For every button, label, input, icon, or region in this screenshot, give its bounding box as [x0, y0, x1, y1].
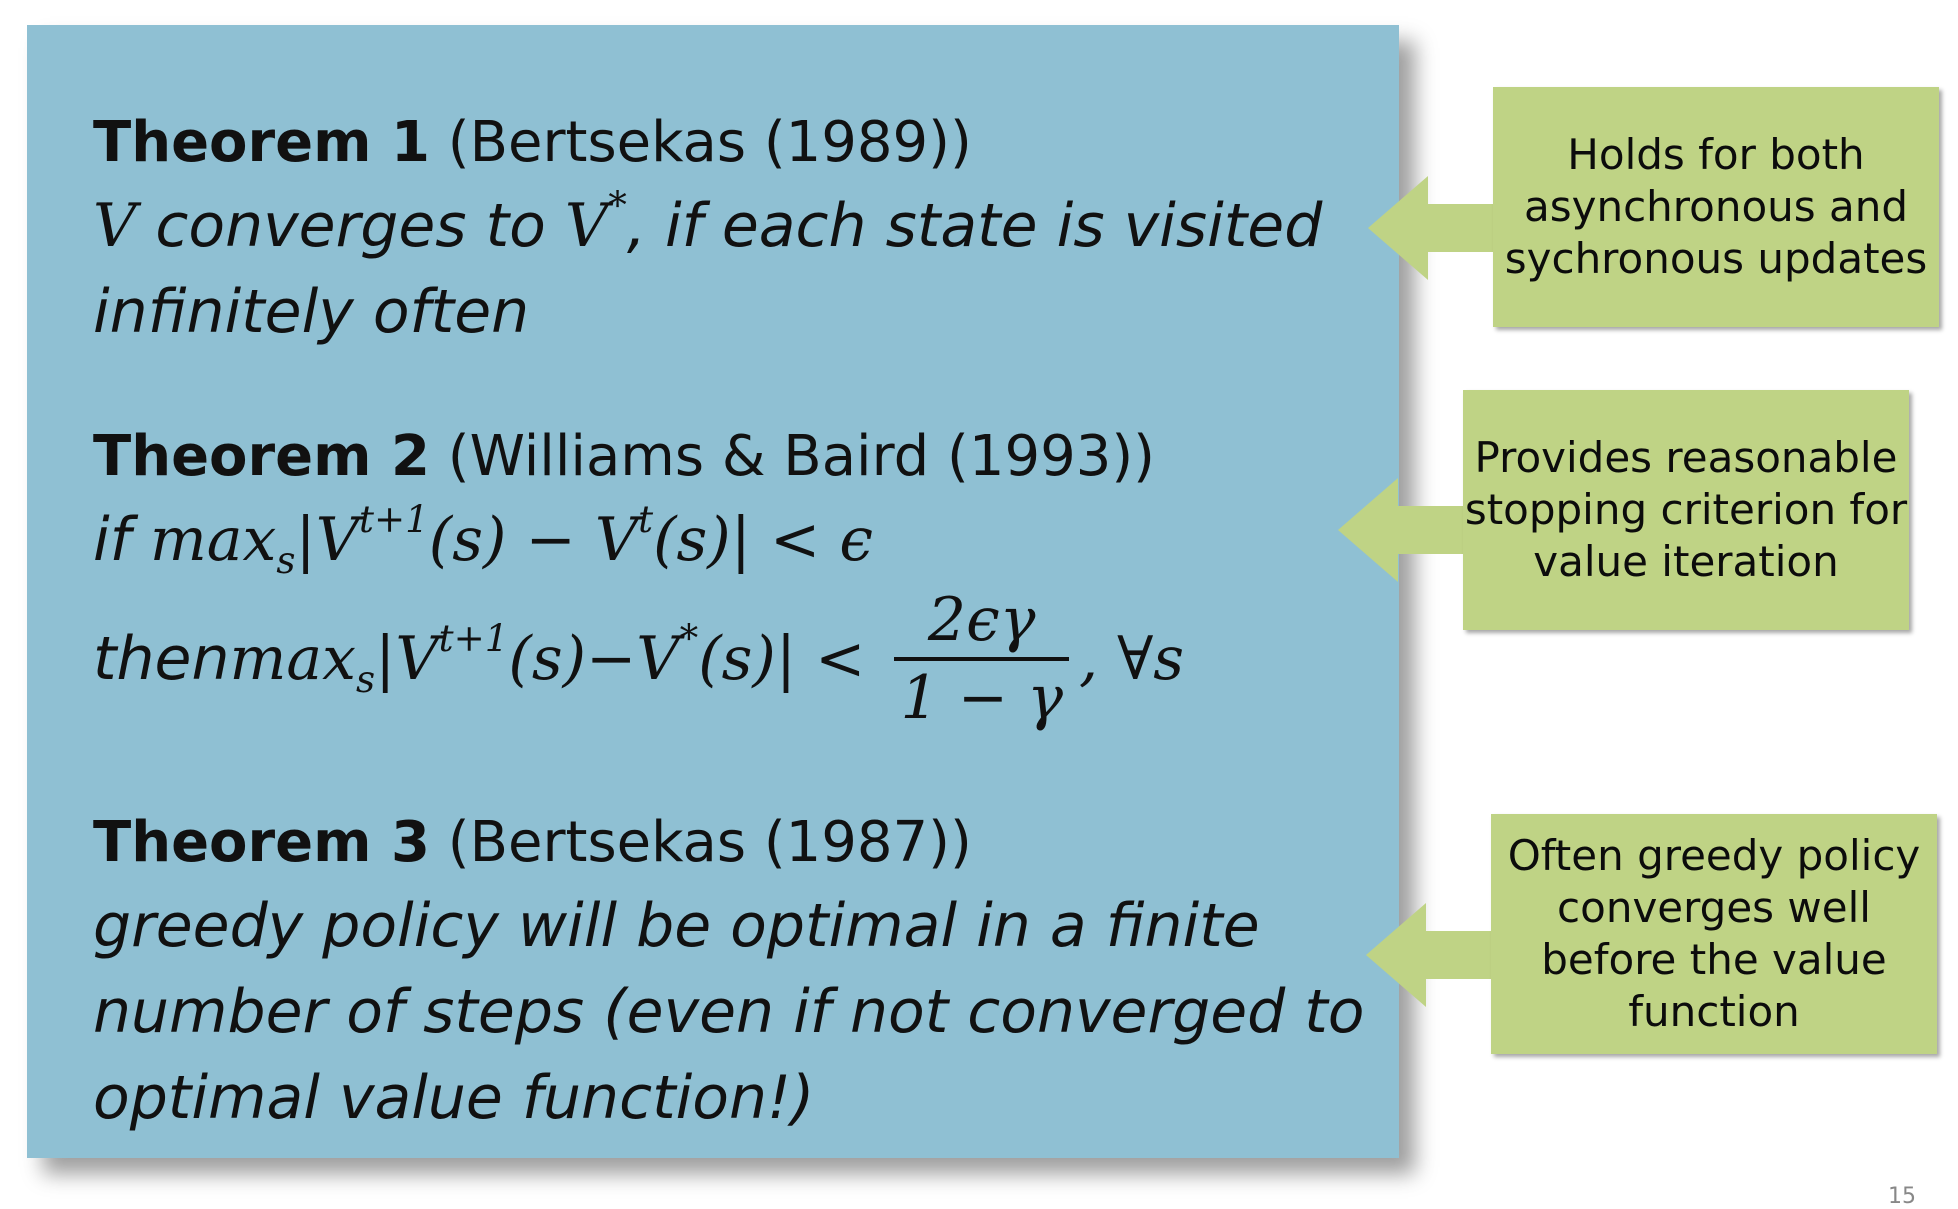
- callout-2-arrow-shaft: [1396, 506, 1466, 554]
- symbol-v-base: V: [564, 191, 609, 261]
- if-word: if: [93, 505, 150, 575]
- page-number: 15: [1888, 1184, 1916, 1209]
- fraction-numerator: 2ϵγ: [927, 585, 1036, 655]
- if-expr-3: (s)| < ϵ: [653, 505, 873, 575]
- fraction: 2ϵγ 1 − γ: [894, 583, 1069, 735]
- then-expr-1: |V: [375, 624, 439, 694]
- theorem-1-heading: Theorem 1 (Bertsekas (1989)): [93, 103, 1383, 183]
- theorem-3: Theorem 3 (Bertsekas (1987)) greedy poli…: [93, 803, 1383, 1141]
- theorem-1-statement: V converges to V*, if each state is visi…: [93, 183, 1383, 355]
- if-max-subscript: s: [276, 538, 296, 583]
- fraction-denominator: 1 − γ: [894, 657, 1069, 735]
- then-expr-3: (s)| <: [698, 624, 885, 694]
- then-sup-2: *: [679, 616, 699, 661]
- theorem-2: Theorem 2 (Williams & Baird (1993)) if m…: [93, 417, 1383, 735]
- theorem-1-label: Theorem 1: [93, 110, 430, 175]
- theorem-2-heading: Theorem 2 (Williams & Baird (1993)): [93, 417, 1383, 497]
- left-arrow-icon: [1366, 903, 1426, 1007]
- statement-text-1: converges to: [136, 191, 565, 261]
- callout-3-arrow-shaft: [1424, 931, 1494, 979]
- then-sup-1: t+1: [438, 616, 509, 661]
- theorem-3-heading: Theorem 3 (Bertsekas (1987)): [93, 803, 1383, 883]
- theorem-2-then-line: then max s |V t+1 (s)−V * (s)| < 2ϵγ 1 − γ, ∀s: [93, 583, 1383, 735]
- if-sup-1: t+1: [359, 497, 429, 542]
- then-word: then: [93, 624, 230, 694]
- if-expr-2: (s) − V: [428, 505, 639, 575]
- callout-1-box: Holds for both asynchronous and sychrono…: [1493, 87, 1939, 327]
- if-sup-2: t: [638, 497, 654, 542]
- theorem-1: Theorem 1 (Bertsekas (1989)) V converges…: [93, 103, 1383, 355]
- theorem-3-statement: greedy policy will be optimal in a finit…: [93, 891, 1365, 1133]
- then-tail: , ∀s: [1078, 624, 1185, 694]
- then-max: max: [229, 624, 357, 694]
- theorem-1-citation: (Bertsekas (1989)): [447, 110, 972, 175]
- symbol-v: V: [93, 191, 137, 261]
- theorem-2-if-line: if maxs|Vt+1(s) − Vt(s)| < ϵ: [93, 497, 1383, 583]
- star-superscript: *: [608, 183, 627, 228]
- theorem-panel: Theorem 1 (Bertsekas (1989)) V converges…: [27, 25, 1399, 1158]
- statement-text-2: , if each state is visited infinitely of…: [93, 191, 1323, 347]
- callout-2-text: Provides reasonable stopping criterion f…: [1464, 433, 1908, 586]
- theorem-2-label: Theorem 2: [93, 424, 430, 489]
- callout-1-text: Holds for both asynchronous and sychrono…: [1504, 130, 1928, 283]
- then-expr-2: (s)−V: [508, 624, 680, 694]
- left-arrow-icon: [1338, 478, 1398, 582]
- then-max-subscript: s: [356, 657, 376, 702]
- callout-2-box: Provides reasonable stopping criterion f…: [1463, 390, 1909, 630]
- callout-3-box: Often greedy policy converges well befor…: [1491, 814, 1937, 1054]
- left-arrow-icon: [1368, 176, 1428, 280]
- callout-1-arrow-shaft: [1426, 204, 1496, 252]
- callout-3-text: Often greedy policy converges well befor…: [1507, 831, 1921, 1036]
- symbol-v-star: V*: [564, 187, 627, 261]
- if-max: max: [149, 505, 277, 575]
- if-expr-1: |V: [295, 505, 360, 575]
- theorem-2-citation: (Williams & Baird (1993)): [447, 424, 1156, 489]
- theorem-3-label: Theorem 3: [93, 810, 430, 875]
- theorem-3-citation: (Bertsekas (1987)): [447, 810, 972, 875]
